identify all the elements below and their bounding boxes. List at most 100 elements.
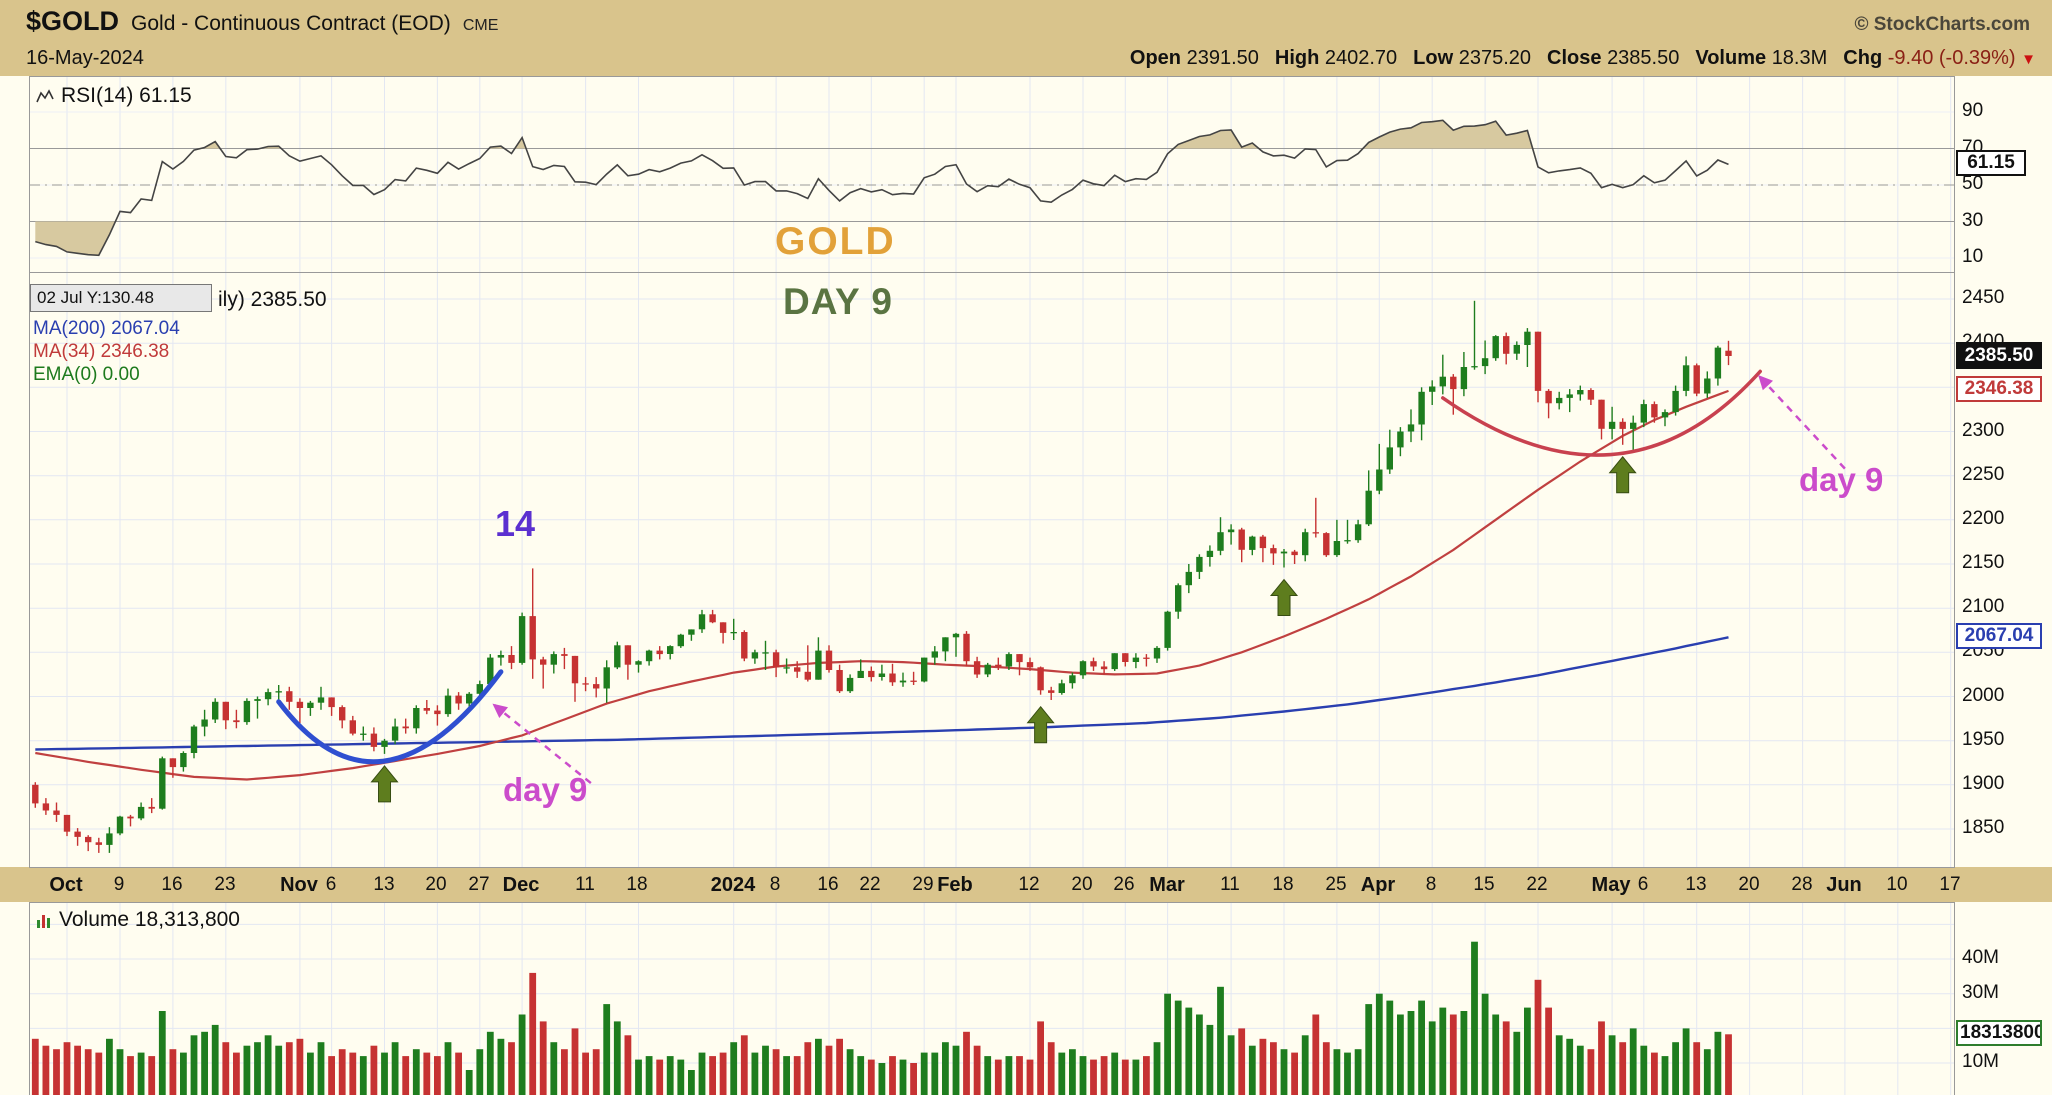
annotation-day9-right: day 9 [1799,461,1884,498]
low-label: Low [1413,47,1454,69]
quote-row: 16-May-2024 Open 2391.50 High 2402.70 Lo… [26,47,2036,70]
date-axis-label: 18 [626,874,648,895]
chg-pair: Chg -9.40 (-0.39%) ▼ [1843,47,2036,70]
date-axis-strip [0,867,2052,902]
date-axis-label: 13 [373,874,395,895]
date-axis-label: Dec [502,874,540,896]
close-value: 2385.50 [1607,47,1680,69]
date-axis-label: 23 [214,874,236,895]
date-axis-label: 22 [859,874,881,895]
volume-value: 18.3M [1771,47,1828,69]
open-pair: Open 2391.50 [1130,47,1259,70]
volume-label: Volume [1695,47,1767,69]
volume-panel[interactable] [29,902,1955,1095]
date-axis-label: 6 [1637,874,1649,895]
ma200-legend: MA(200) 2067.04 [33,318,180,339]
rsi-axis-label: 30 [1962,210,1984,231]
volume-axis-label: 40M [1962,947,1999,968]
ma34-value-box: 2346.38 [1956,376,2042,402]
chart-title-row: $GOLD Gold - Continuous Contract (EOD) C… [26,6,2030,37]
date-axis-label: Nov [280,874,318,896]
price-axis-label: 2250 [1962,464,2005,485]
ma200-value-box: 2067.04 [1956,623,2042,649]
high-pair: High 2402.70 [1275,47,1397,70]
price-axis-label: 1900 [1962,773,2005,794]
date-axis-label: 11 [1220,874,1240,895]
annotation-day-count-14: 14 [495,503,536,544]
date-axis-label: 16 [161,874,183,895]
price-axis-label: 2450 [1962,287,2005,308]
ema-legend: EMA(0) 0.00 [33,364,140,385]
rsi-chart[interactable] [30,77,1954,272]
exchange-label: CME [462,17,499,34]
high-label: High [1274,47,1320,69]
close-pair: Close 2385.50 [1547,47,1679,70]
price-axis-label: 2300 [1962,420,2005,441]
low-value: 2375.20 [1458,47,1532,69]
volume-value-box: 18313800 [1956,1020,2042,1046]
high-value: 2402.70 [1324,47,1398,69]
annotation-day9-title: DAY 9 [783,281,893,322]
ma34-legend: MA(34) 2346.38 [33,341,170,362]
annotation-gold: GOLD [775,220,896,263]
date-axis-label: 12 [1018,874,1040,895]
volume-pair: Volume 18.3M [1695,47,1827,70]
price-axis-label: 1850 [1962,817,2005,838]
price-axis-label: 1950 [1962,729,2005,750]
rsi-axis-label: 10 [1962,246,1984,267]
chg-value: -9.40 (-0.39%) [1887,47,2016,69]
volume-icon [37,914,50,928]
low-pair: Low 2375.20 [1413,47,1531,70]
date-axis-label: 28 [1791,874,1813,895]
date-axis-label: 17 [1939,874,1961,895]
price-axis-label: 2100 [1962,596,2005,617]
date-axis-label: 8 [769,874,781,895]
volume-legend: Volume 18,313,800 [36,908,240,932]
indicator-icon [36,88,54,102]
price-axis-label: 2000 [1962,685,2005,706]
header-band [0,0,2052,76]
rsi-panel[interactable] [29,76,1955,273]
date-axis-label: 10 [1886,874,1908,895]
date-axis-label: 29 [912,874,934,895]
date-axis-label: Oct [49,874,83,896]
date-axis-label: Mar [1149,874,1185,896]
date-axis-label: 20 [425,874,447,895]
date-axis-label: 11 [575,874,595,895]
volume-axis-label: 10M [1962,1051,1999,1072]
date-axis-label: 16 [817,874,839,895]
quote-date: 16-May-2024 [26,47,144,69]
stockcharts-copyright: © StockCharts.com [1854,14,2030,35]
open-value: 2391.50 [1186,47,1259,69]
last-price-box: 2385.50 [1956,342,2042,369]
date-axis-label: Apr [1360,874,1396,896]
price-chart[interactable] [30,273,1954,867]
crosshair-tooltip: 02 Jul Y:130.48 [30,284,212,312]
chg-label: Chg [1843,47,1883,69]
price-axis-label: 2150 [1962,552,2005,573]
date-axis-label: 13 [1685,874,1707,895]
date-axis-label: 20 [1071,874,1093,895]
price-panel[interactable] [29,272,1955,868]
date-axis-label: May [1591,874,1631,896]
rsi-value-box: 61.15 [1956,150,2026,176]
crosshair-tooltip-text: 02 Jul Y:130.48 [37,288,154,307]
date-axis-label: Feb [937,874,973,896]
date-axis-label: 18 [1272,874,1294,895]
date-axis-label: 9 [113,874,125,895]
date-axis-label: 26 [1113,874,1135,895]
instrument-name: Gold - Continuous Contract (EOD) [131,12,451,35]
date-axis-label: 22 [1526,874,1548,895]
date-axis-label: 8 [1425,874,1437,895]
down-triangle-icon: ▼ [2021,51,2036,68]
rsi-axis-label: 90 [1962,100,1984,121]
rsi-axis-label: 50 [1962,173,1984,194]
date-axis-label: 20 [1738,874,1760,895]
volume-chart[interactable] [30,903,1954,1095]
date-axis-label: 27 [468,874,490,895]
price-axis-label: 2200 [1962,508,2005,529]
ohlc-quote: Open 2391.50 High 2402.70 Low 2375.20 Cl… [1130,47,2036,70]
date-axis-label: 15 [1473,874,1495,895]
volume-legend-text: Volume 18,313,800 [59,908,240,931]
